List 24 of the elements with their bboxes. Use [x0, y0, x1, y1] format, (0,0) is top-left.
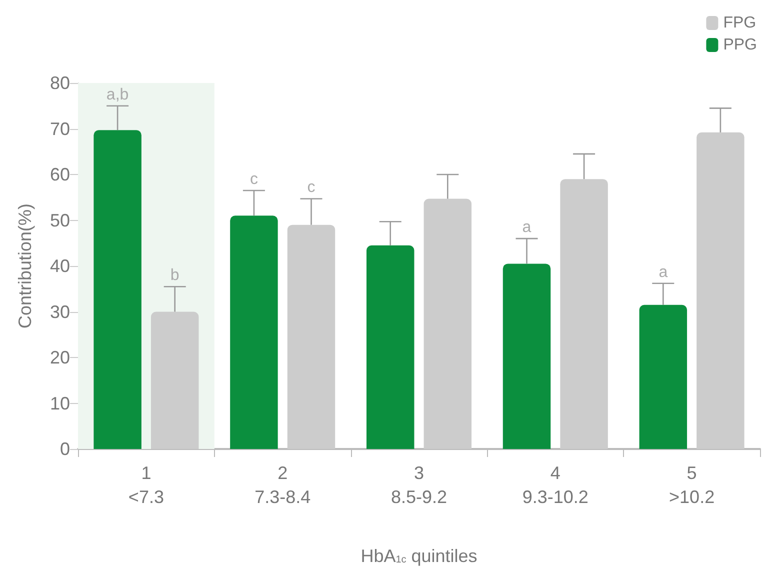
x-tick-label: 1 <7.3 [128, 463, 164, 507]
x-tick-label: 2 7.3-8.4 [254, 463, 311, 507]
y-axis-title: Contribution(%) [15, 203, 35, 329]
x-axis-title: HbA1c quintiles [360, 546, 478, 566]
data-label: a,b [106, 86, 129, 104]
y-tick-label: 30 [50, 302, 70, 322]
y-tick-label: 40 [50, 256, 70, 276]
y-tick-label: 20 [50, 348, 70, 368]
data-label: a [658, 264, 668, 281]
data-label: a [522, 219, 532, 236]
data-label: c [250, 171, 258, 188]
y-tick-label: 0 [60, 439, 70, 459]
y-tick-label: 80 [50, 73, 70, 93]
y-tick-label: 10 [50, 393, 70, 414]
data-label: b [170, 267, 180, 284]
x-tick-label: 4 9.3-10.2 [522, 463, 588, 507]
y-tick-label: 70 [50, 118, 70, 139]
y-tick-label: 60 [50, 164, 70, 184]
x-tick-label: 5 >10.2 [669, 463, 715, 507]
data-label: c [307, 179, 316, 196]
x-tick-label: 3 8.5-9.2 [390, 463, 448, 507]
legend-label: FPG [723, 14, 756, 32]
legend-label: PPG [723, 36, 758, 54]
y-tick-label: 50 [50, 210, 70, 230]
